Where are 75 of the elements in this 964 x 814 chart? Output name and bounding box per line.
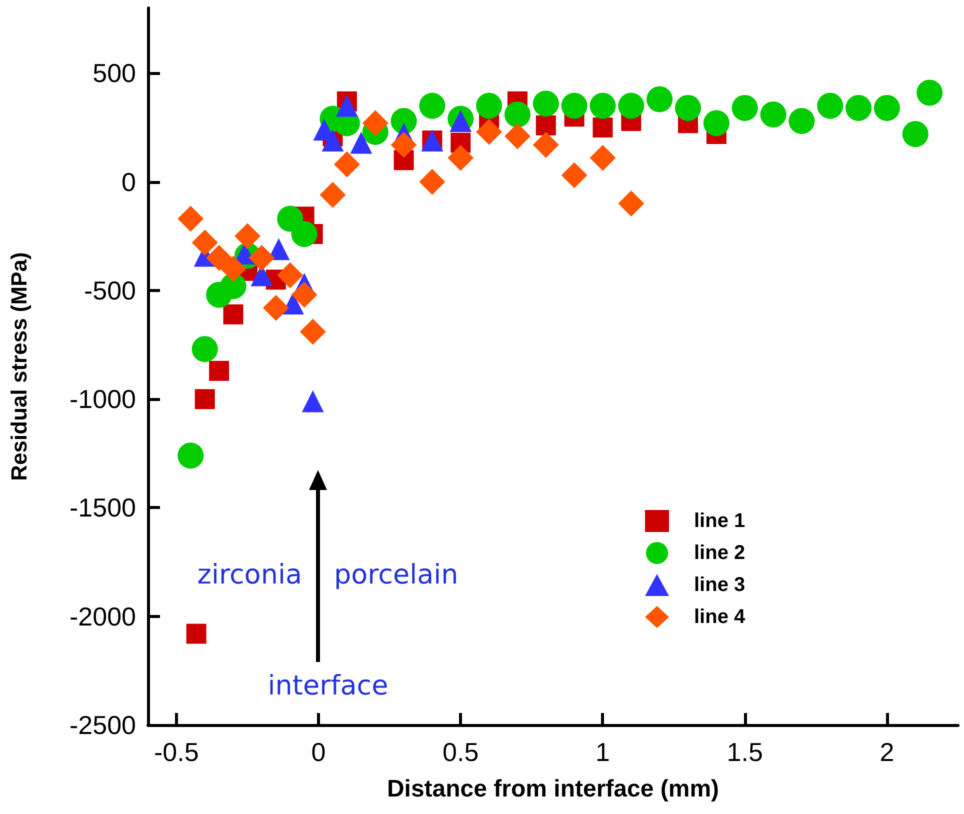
point xyxy=(248,244,275,271)
point xyxy=(300,318,326,345)
point xyxy=(817,92,844,119)
y-tick-label: -500 xyxy=(84,275,136,306)
point xyxy=(476,118,502,145)
point xyxy=(760,101,786,128)
point xyxy=(504,123,530,150)
x-tick-label: 0.5 xyxy=(442,737,479,767)
x-tick-label: 1.5 xyxy=(726,737,763,767)
point xyxy=(703,110,730,136)
y-tick-label: 0 xyxy=(122,166,136,197)
point xyxy=(788,108,815,134)
point xyxy=(561,92,588,119)
point xyxy=(178,206,204,232)
x-tick-label: -0.5 xyxy=(154,737,199,767)
point xyxy=(192,336,218,362)
legend-label: line 1 xyxy=(694,510,746,532)
legend-label: line 2 xyxy=(694,542,746,564)
annotation: zirconia xyxy=(197,560,302,590)
point xyxy=(291,282,318,308)
annotation: porcelain xyxy=(334,560,458,590)
legend-label: line 3 xyxy=(694,574,746,596)
y-axis-title: Residual stress (MPa) xyxy=(6,252,32,481)
point xyxy=(532,90,559,117)
y-tick-label: -1500 xyxy=(70,492,136,523)
point xyxy=(186,624,206,644)
point xyxy=(234,223,260,250)
point xyxy=(192,230,218,256)
point xyxy=(220,256,246,282)
point xyxy=(419,92,446,119)
point xyxy=(336,94,358,117)
y-tick-label: -2000 xyxy=(70,601,136,632)
x-tick-label: 1 xyxy=(596,737,610,767)
y-tick-label: 500 xyxy=(92,58,136,88)
point xyxy=(476,92,502,119)
y-tick-label: -2500 xyxy=(70,710,136,740)
point xyxy=(846,94,872,121)
point xyxy=(291,220,318,247)
point xyxy=(561,162,588,188)
point xyxy=(277,262,304,288)
point xyxy=(536,115,556,136)
x-tick-label: 2 xyxy=(880,737,894,767)
point xyxy=(302,390,324,412)
point xyxy=(618,92,644,119)
point xyxy=(194,389,215,410)
point xyxy=(350,132,372,154)
point xyxy=(590,144,616,171)
point xyxy=(732,94,758,121)
point xyxy=(618,190,644,217)
y-tick-label: -1000 xyxy=(70,384,136,414)
x-tick-label: 0 xyxy=(311,737,326,767)
point xyxy=(390,132,417,158)
x-axis-title: Distance from interface (mm) xyxy=(386,776,720,802)
point xyxy=(320,182,346,208)
point xyxy=(223,304,244,324)
legend-label: line 4 xyxy=(694,606,746,628)
point xyxy=(362,110,388,136)
point xyxy=(590,92,616,119)
annotation: interface xyxy=(268,670,388,702)
point xyxy=(675,94,701,121)
point xyxy=(448,144,474,171)
point xyxy=(874,94,900,121)
point xyxy=(322,130,344,152)
point xyxy=(206,244,232,271)
point xyxy=(419,168,446,195)
point xyxy=(646,86,673,112)
point xyxy=(902,121,928,148)
point xyxy=(334,151,360,178)
point xyxy=(916,80,943,106)
point xyxy=(532,132,559,158)
point xyxy=(504,101,530,128)
point xyxy=(262,294,289,321)
point xyxy=(592,118,613,138)
point xyxy=(209,360,230,381)
point xyxy=(178,442,204,469)
